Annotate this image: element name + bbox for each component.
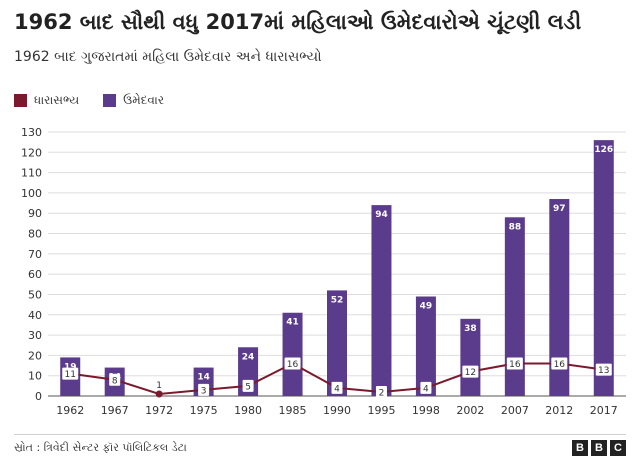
mla-value-label-2002: 12 [465, 368, 476, 378]
bar-value-label-1998: 49 [420, 301, 433, 311]
mla-value-label-1985: 16 [287, 360, 299, 370]
chart-subtitle: 1962 બાદ ગુજરાતમાં મહિલા ઉમેદવાર અને ધાર… [14, 49, 322, 65]
bbc-logo: B B C [569, 440, 626, 456]
y-tick-label-40: 40 [28, 309, 42, 322]
x-tick-label-1962: 1962 [56, 404, 84, 417]
y-tick-label-130: 130 [21, 126, 42, 139]
bar-value-label-2017: 126 [594, 145, 613, 155]
bar-value-label-1975: 14 [197, 373, 210, 383]
mla-value-box-1985 [284, 357, 301, 370]
bar-candidate-1990 [327, 290, 347, 396]
mla-value-label-1975: 3 [201, 386, 207, 396]
x-tick-label-2002: 2002 [456, 404, 484, 417]
mla-value-box-1998 [420, 381, 432, 394]
legend-item-candidate: ઉમેદવાર [103, 93, 164, 108]
bar-value-label-2012: 97 [553, 204, 566, 214]
bar-candidate-2007 [504, 217, 525, 396]
bar-value-label-1962: 19 [64, 362, 77, 372]
y-tick-label-90: 90 [28, 207, 42, 220]
y-tick-label-120: 120 [21, 146, 42, 159]
bar-candidate-2017 [593, 140, 614, 396]
mla-value-box-2002 [462, 365, 479, 378]
mla-value-box-1990 [331, 381, 343, 394]
mla-value-box-1967 [109, 373, 121, 386]
x-tick-label-1967: 1967 [101, 404, 129, 417]
x-tick-label-1972: 1972 [145, 404, 173, 417]
logo-letter-b1: B [572, 440, 588, 456]
y-tick-label-100: 100 [21, 187, 42, 200]
x-tick-label-1975: 1975 [190, 404, 218, 417]
bar-value-label-2007: 88 [509, 222, 522, 232]
x-tick-label-1980: 1980 [234, 404, 262, 417]
mla-value-label-1990: 4 [334, 384, 340, 394]
y-tick-label-10: 10 [28, 370, 42, 383]
y-tick-label-50: 50 [28, 288, 42, 301]
bar-candidate-1985 [282, 312, 303, 396]
y-tick-label-80: 80 [28, 228, 42, 241]
bar-candidate-1995 [371, 205, 392, 396]
y-tick-label-30: 30 [28, 329, 42, 342]
bar-value-label-1980: 24 [242, 352, 255, 362]
x-tick-label-1998: 1998 [412, 404, 440, 417]
x-tick-label-2007: 2007 [501, 404, 529, 417]
bar-value-label-1985: 41 [286, 318, 299, 328]
mla-value-label-1972: 1 [156, 381, 162, 391]
legend-item-mla: ધારાસભ્ય [14, 93, 79, 108]
y-tick-label-110: 110 [21, 167, 42, 180]
bar-candidate-1998 [415, 296, 436, 396]
source-note: સ્રોત : ત્રિવેદી સેન્ટર ફૉર પૉલિટિકલ ડેટ… [14, 441, 187, 454]
y-tick-label-70: 70 [28, 248, 42, 261]
mla-value-label-1995: 2 [379, 388, 385, 398]
mla-value-label-1998: 4 [423, 384, 429, 394]
mla-value-box-2007 [506, 357, 523, 370]
mla-value-box-2012 [551, 357, 568, 370]
y-tick-label-0: 0 [35, 390, 42, 403]
x-tick-label-1985: 1985 [279, 404, 307, 417]
mla-value-label-2012: 16 [554, 360, 566, 370]
legend-label-candidate: ઉમેદવાર [123, 93, 165, 107]
x-tick-label-2017: 2017 [590, 404, 618, 417]
y-tick-label-60: 60 [28, 268, 42, 281]
mla-value-label-1967: 8 [112, 376, 118, 386]
mla-value-label-1980: 5 [245, 382, 251, 392]
y-tick-label-20: 20 [28, 349, 42, 362]
mla-value-label-2007: 16 [509, 360, 521, 370]
bar-value-label-2002: 38 [464, 324, 477, 334]
footer-divider [14, 434, 626, 435]
legend-swatch-mla [14, 94, 27, 107]
x-tick-label-2012: 2012 [545, 404, 573, 417]
mla-value-label-2017: 13 [598, 366, 609, 376]
bar-candidate-2012 [549, 199, 570, 396]
logo-letter-c: C [610, 440, 626, 456]
chart-title: 1962 બાદ સૌથી વધુ 2017માં મહિલાઓ ઉમેદવાર… [14, 10, 582, 34]
mla-value-box-2017 [595, 363, 612, 376]
mla-value-box-1962 [62, 367, 79, 380]
bar-value-label-1990: 52 [331, 295, 344, 305]
mla-value-box-1975 [198, 383, 210, 396]
legend: ધારાસભ્ય ઉમેદવાર [14, 93, 188, 108]
bar-value-label-1995: 94 [375, 210, 388, 220]
point-mla-1972 [155, 390, 163, 398]
mla-value-box-1995 [375, 385, 387, 398]
x-tick-label-1995: 1995 [367, 404, 395, 417]
logo-letter-b2: B [591, 440, 607, 456]
chart-plot: 0 10 20 30 40 50 60 70 80 90 100 110 120 130 1962 1967 1… [21, 126, 626, 417]
legend-swatch-candidate [103, 94, 117, 107]
mla-value-box-1980 [242, 379, 254, 392]
legend-label-mla: ધારાસભ્ય [34, 93, 80, 107]
mla-value-label-1962: 11 [65, 370, 76, 380]
x-tick-label-1990: 1990 [323, 404, 351, 417]
